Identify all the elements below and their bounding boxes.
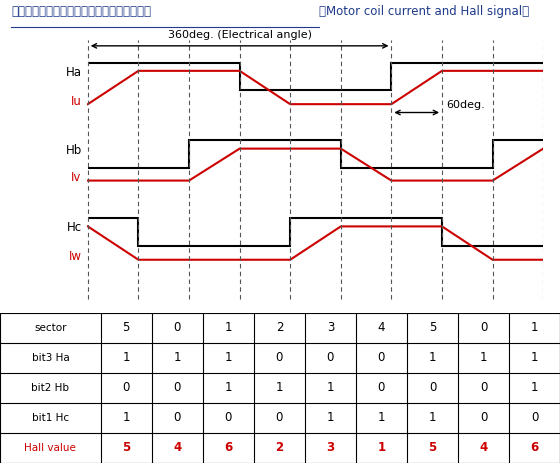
Text: 5: 5: [122, 441, 130, 455]
Text: 1: 1: [326, 381, 334, 394]
Text: Iu: Iu: [71, 95, 82, 108]
Text: 1: 1: [377, 411, 385, 425]
Text: 1: 1: [225, 381, 232, 394]
Text: 0: 0: [480, 411, 487, 425]
Text: 4: 4: [377, 321, 385, 334]
Text: （Motor coil current and Hall signal）: （Motor coil current and Hall signal）: [319, 5, 529, 18]
Text: 3: 3: [326, 441, 334, 455]
Text: 1: 1: [531, 351, 538, 364]
Text: 1: 1: [377, 441, 385, 455]
Text: 0: 0: [531, 411, 538, 425]
Text: 1: 1: [326, 411, 334, 425]
Text: 0: 0: [276, 351, 283, 364]
Text: モータコイル電流とホール信号関係イメージ: モータコイル電流とホール信号関係イメージ: [11, 5, 151, 18]
Text: 0: 0: [174, 381, 181, 394]
Text: 0: 0: [378, 351, 385, 364]
Text: Hall value: Hall value: [25, 443, 76, 453]
Text: Hc: Hc: [67, 221, 82, 234]
Text: 60deg.: 60deg.: [446, 100, 485, 110]
Text: Iw: Iw: [69, 250, 82, 263]
Text: 1: 1: [123, 351, 130, 364]
Text: 360deg. (Electrical angle): 360deg. (Electrical angle): [167, 30, 311, 40]
Text: Iv: Iv: [71, 171, 82, 184]
Text: 6: 6: [530, 441, 539, 455]
Text: 0: 0: [174, 411, 181, 425]
Text: bit2 Hb: bit2 Hb: [31, 383, 69, 393]
Text: 1: 1: [429, 351, 436, 364]
Text: 5: 5: [428, 441, 437, 455]
Text: 2: 2: [276, 321, 283, 334]
Text: 0: 0: [378, 381, 385, 394]
Text: bit1 Hc: bit1 Hc: [32, 413, 69, 423]
Text: 0: 0: [225, 411, 232, 425]
Text: 1: 1: [429, 411, 436, 425]
Text: bit3 Ha: bit3 Ha: [31, 353, 69, 363]
Text: 1: 1: [225, 351, 232, 364]
Text: 0: 0: [480, 381, 487, 394]
Text: 3: 3: [326, 321, 334, 334]
Text: 0: 0: [123, 381, 130, 394]
Text: sector: sector: [34, 323, 67, 332]
Text: 1: 1: [276, 381, 283, 394]
Text: 1: 1: [531, 381, 538, 394]
Text: 1: 1: [531, 321, 538, 334]
Text: 1: 1: [480, 351, 487, 364]
Text: 0: 0: [174, 321, 181, 334]
Text: 4: 4: [173, 441, 181, 455]
Text: Hb: Hb: [66, 144, 82, 156]
Text: 6: 6: [224, 441, 232, 455]
Text: 0: 0: [429, 381, 436, 394]
Text: 0: 0: [326, 351, 334, 364]
Text: 5: 5: [429, 321, 436, 334]
Text: 4: 4: [479, 441, 488, 455]
Text: 0: 0: [480, 321, 487, 334]
Text: 2: 2: [276, 441, 283, 455]
Text: 0: 0: [276, 411, 283, 425]
Text: 1: 1: [174, 351, 181, 364]
Text: 5: 5: [123, 321, 130, 334]
Text: Ha: Ha: [66, 66, 82, 79]
Text: 1: 1: [225, 321, 232, 334]
Text: 1: 1: [123, 411, 130, 425]
